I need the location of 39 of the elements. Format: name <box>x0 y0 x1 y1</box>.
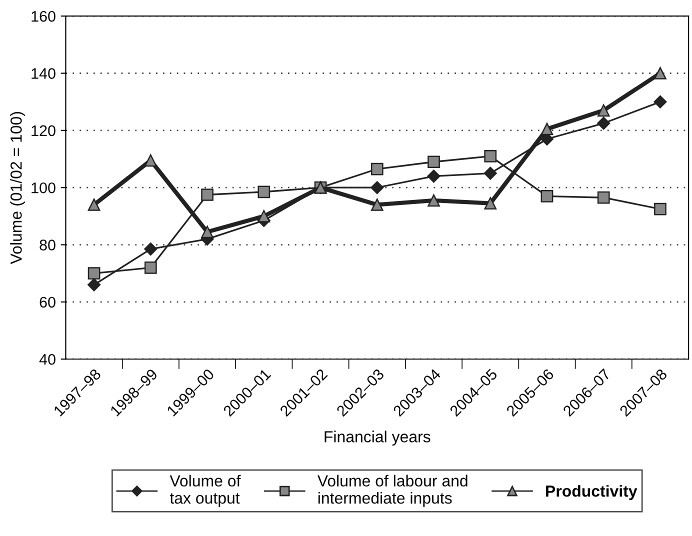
point <box>88 267 100 280</box>
point <box>597 191 610 204</box>
point <box>370 162 384 176</box>
x-axis-title: Financial years <box>324 430 430 446</box>
y-tick-label: 100 <box>32 182 56 194</box>
y-axis-title: Volume (01/02 = 100) <box>10 112 25 264</box>
legend-label: Volume of labour and intermediate inputs <box>317 474 468 507</box>
point <box>144 261 157 274</box>
point <box>597 116 610 130</box>
point <box>88 278 101 292</box>
point <box>428 194 440 207</box>
point <box>654 67 666 80</box>
y-tick-label: 40 <box>39 354 56 365</box>
point <box>88 198 100 211</box>
point <box>258 210 270 222</box>
point <box>654 202 666 216</box>
legend-label: Volume of tax output <box>170 474 241 507</box>
point <box>144 154 157 167</box>
point <box>484 197 497 210</box>
point <box>484 150 497 162</box>
point <box>484 166 497 180</box>
point <box>201 188 214 201</box>
point <box>597 104 610 117</box>
point <box>370 198 384 211</box>
y-tick-label: 140 <box>32 68 56 79</box>
y-tick-label: 80 <box>40 240 56 250</box>
point <box>144 242 158 256</box>
point <box>427 170 440 183</box>
point <box>370 181 384 194</box>
legend-label: Productivity <box>546 485 638 500</box>
y-tick-label: 160 <box>32 10 56 22</box>
y-tick-label: 60 <box>40 296 56 308</box>
point <box>258 186 270 198</box>
point <box>428 156 440 168</box>
point <box>201 226 214 238</box>
point <box>540 122 554 136</box>
y-tick-label: 120 <box>32 125 56 136</box>
point <box>654 95 667 108</box>
point <box>540 190 554 202</box>
